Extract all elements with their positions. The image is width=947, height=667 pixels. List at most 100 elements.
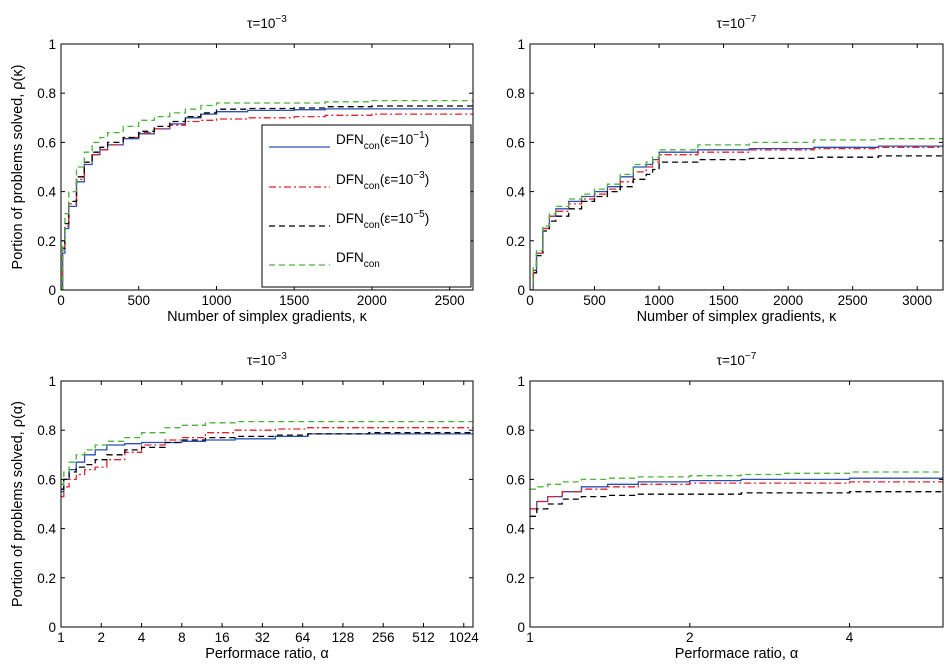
y-axis-label: Portion of problems solved, ρ(α) <box>10 401 26 607</box>
series-line-3 <box>61 431 473 490</box>
x-tick-label: 2000 <box>773 293 803 308</box>
x-tick-label: 1 <box>57 630 65 645</box>
series-line-2 <box>530 481 943 510</box>
x-tick-label: 1024 <box>449 630 480 645</box>
x-tick-label: 500 <box>127 293 150 308</box>
plot-area <box>61 420 473 498</box>
legend-paren: (ε=10 <box>380 211 413 226</box>
series-line-4 <box>61 420 473 485</box>
series-line-3 <box>530 155 943 290</box>
title-base: τ=10 <box>717 353 745 368</box>
legend-box <box>261 124 472 288</box>
chart-title: τ=10−3 <box>247 351 287 368</box>
title-exponent: −7 <box>745 351 757 362</box>
y-tick-label: 0.2 <box>506 571 525 586</box>
series-line-1 <box>61 433 473 493</box>
x-tick-label: 256 <box>372 630 395 645</box>
legend-exponent: −1 <box>413 130 425 141</box>
x-axis-label: Performace ratio, α <box>205 646 329 662</box>
x-tick-label: 64 <box>295 630 311 645</box>
y-tick-label: 0.6 <box>37 472 56 487</box>
title-exponent: −7 <box>745 14 757 25</box>
legend-exponent: −5 <box>413 209 425 220</box>
series-line-4 <box>530 137 943 290</box>
y-tick-label: 0.4 <box>506 185 525 200</box>
axes-frame <box>529 43 944 291</box>
chart-panel-3: 1 2 4 8 16 32 64 128 256 512 1024 0 0.2 0.4 0.6 0.8 1 τ=1… <box>10 351 479 662</box>
chart-panel-1: 0 500 1000 1500 2000 250000.20.40.60.81τ=10−3… <box>10 14 474 325</box>
axes-frame <box>60 43 474 291</box>
x-tick-label: 8 <box>178 630 186 645</box>
x-tick-label: 32 <box>255 630 270 645</box>
legend-close: ) <box>425 211 430 226</box>
plot-area <box>530 137 943 290</box>
series-line-1 <box>530 144 943 290</box>
legend-subscript: con <box>364 181 380 192</box>
legend-base: DFN <box>336 172 364 187</box>
x-tick-label: 512 <box>412 630 435 645</box>
y-tick-label: 0.6 <box>506 472 525 487</box>
series-line-2 <box>61 427 473 498</box>
legend-base: DFN <box>336 250 364 265</box>
y-tick-label: 0.8 <box>506 423 525 438</box>
y-tick-label: 0.4 <box>37 185 56 200</box>
legend-exponent: −3 <box>413 170 425 181</box>
y-tick-label: 0.8 <box>37 423 56 438</box>
x-tick-label: 1000 <box>644 293 674 308</box>
y-tick-label: 0.8 <box>506 86 525 101</box>
legend-paren: (ε=10 <box>380 172 413 187</box>
y-tick-label: 0.8 <box>37 86 56 101</box>
x-tick-label: 2500 <box>838 293 868 308</box>
y-tick-label: 0.6 <box>506 135 525 150</box>
y-tick-label: 1 <box>48 37 56 52</box>
x-tick-label: 0 <box>526 293 534 308</box>
x-axis-label: Performace ratio, α <box>675 646 799 662</box>
x-tick-label: 2 <box>686 630 694 645</box>
title-exponent: −3 <box>275 14 287 25</box>
legend-label-3: DFNcon(ε=10−5) <box>336 209 429 231</box>
y-tick-label: 0 <box>517 283 525 298</box>
legend-base: DFN <box>336 132 364 147</box>
chart-panel-4: 1 2 4 0 0.2 0.4 0.6 0.8 1 τ=10−7 Performace ratio,… <box>506 351 944 662</box>
y-tick-label: 0 <box>48 283 56 298</box>
x-axis-label: Number of simplex gradients, κ <box>167 309 368 325</box>
x-tick-label: 4 <box>846 630 854 645</box>
title-exponent: −3 <box>275 351 287 362</box>
x-tick-label: 3000 <box>902 293 932 308</box>
title-base: τ=10 <box>717 16 745 31</box>
x-tick-label: 4 <box>138 630 146 645</box>
legend-subscript: con <box>364 259 380 270</box>
plot-area <box>530 471 943 517</box>
legend-close: ) <box>425 132 430 147</box>
legend-subscript: con <box>364 141 380 152</box>
series-line-1 <box>530 476 943 510</box>
y-tick-label: 1 <box>517 37 525 52</box>
y-tick-label: 0.6 <box>37 135 56 150</box>
y-axis-label: Portion of problems solved, ρ(κ) <box>10 65 26 270</box>
y-tick-label: 1 <box>48 374 56 389</box>
x-tick-label: 1500 <box>709 293 739 308</box>
legend-label-1: DFNcon(ε=10−1) <box>336 130 429 152</box>
x-tick-label: 1000 <box>201 293 231 308</box>
x-tick-label: 1500 <box>279 293 309 308</box>
y-tick-label: 0 <box>517 620 525 635</box>
axes-frame <box>60 380 474 628</box>
x-tick-label: 1 <box>526 630 534 645</box>
chart-panel-2: 0 500 1000 1500 2000 2500 3000 0 0.2 0.4 0.6 0.8 1 τ=… <box>506 14 944 325</box>
legend-close: ) <box>425 172 430 187</box>
y-tick-label: 0.4 <box>37 522 56 537</box>
y-tick-label: 0.2 <box>37 571 56 586</box>
x-axis-label: Number of simplex gradients, κ <box>637 309 838 325</box>
y-tick-label: 1 <box>517 374 525 389</box>
x-tick-label: 2 <box>98 630 106 645</box>
x-tick-label: 128 <box>332 630 355 645</box>
plot-area <box>61 99 473 290</box>
series-line-2 <box>530 146 943 290</box>
series-line-4 <box>61 99 473 290</box>
legend: DFNcon(ε=10−1)DFNcon(ε=10−3)DFNcon(ε=10−… <box>261 124 472 288</box>
series-line-4 <box>530 471 943 490</box>
chart-title: τ=10−3 <box>247 14 287 31</box>
series-line-1 <box>61 108 473 290</box>
y-tick-label: 0 <box>48 620 56 635</box>
